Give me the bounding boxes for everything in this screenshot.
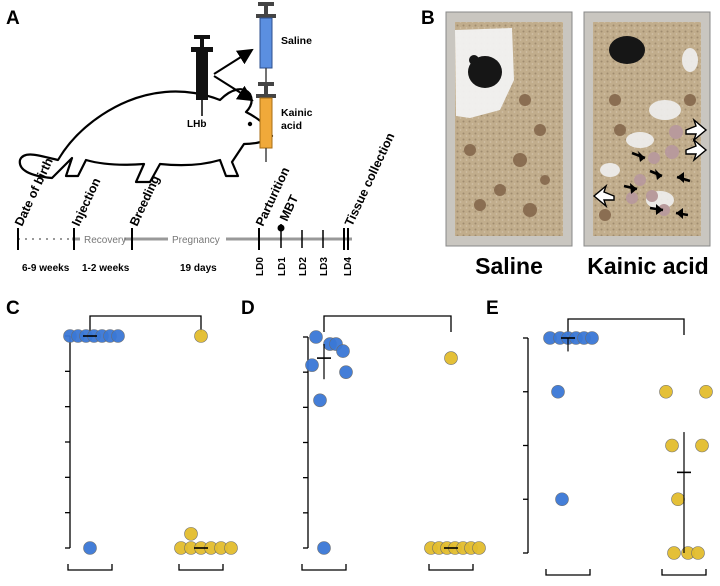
rat-illustration <box>18 88 274 184</box>
phase-recovery: Recovery <box>84 235 126 246</box>
data-point <box>313 393 327 408</box>
kainic-photo-caption: Kainic acid <box>587 253 708 279</box>
category-bracket <box>178 564 224 571</box>
data-point <box>667 546 681 560</box>
significance-bracket <box>323 315 452 332</box>
phase-pregnancy: Pregnancy <box>172 235 220 246</box>
chart-all-pups-gathered <box>63 315 238 571</box>
panel-letter-a: A <box>6 8 20 29</box>
kainic-acid-syringe-icon <box>256 82 276 162</box>
day-ld1: LD1 <box>277 257 288 276</box>
category-bracket <box>67 564 113 571</box>
duration-19-days: 19 days <box>180 263 217 274</box>
category-bracket <box>545 569 591 576</box>
data-point <box>224 541 238 555</box>
data-point <box>551 384 565 399</box>
duration-6-9-weeks: 6-9 weeks <box>22 263 70 274</box>
day-ld0: LD0 <box>255 257 266 276</box>
region-label: LHb <box>187 119 206 130</box>
experimental-timeline <box>17 224 352 250</box>
data-point <box>194 329 208 343</box>
panel-letter-b: B <box>421 8 435 29</box>
day-ld3: LD3 <box>319 257 330 276</box>
chart-arched-back-hovering <box>301 315 486 571</box>
data-point <box>111 329 125 343</box>
data-point <box>336 344 350 358</box>
category-bracket <box>301 564 347 571</box>
day-ld4: LD4 <box>343 257 354 276</box>
kainic-syringe-label-line1: Kainic <box>281 107 313 119</box>
data-point <box>671 492 685 507</box>
data-point <box>555 492 569 507</box>
data-point <box>184 527 198 541</box>
data-point <box>317 541 331 555</box>
data-point <box>585 331 599 345</box>
saline-syringe-label: Saline <box>281 35 312 47</box>
saline-cage-photo <box>445 11 573 247</box>
panel-letter-d: D <box>241 298 255 319</box>
event-tissue-collection: Tissue collection <box>342 131 397 229</box>
panel-letter-c: C <box>6 298 20 319</box>
data-point <box>691 546 705 560</box>
saline-syringe-icon <box>256 2 276 82</box>
panel-letter-e: E <box>486 298 499 319</box>
day-ld2: LD2 <box>298 257 309 276</box>
event-mbt: MBT <box>277 192 301 223</box>
data-point <box>665 438 679 453</box>
event-injection: Injection <box>69 176 103 229</box>
data-point <box>444 351 458 365</box>
kainic-syringe-label-line2: acid <box>281 120 302 132</box>
data-point <box>699 384 713 399</box>
significance-bracket <box>89 315 202 332</box>
significance-bracket <box>567 318 685 335</box>
duration-1-2-weeks: 1-2 weeks <box>82 263 130 274</box>
arrow-to-saline <box>213 48 254 75</box>
data-point <box>309 330 323 344</box>
injection-syringe-icon <box>191 35 213 116</box>
kainic-acid-cage-photo <box>583 11 711 247</box>
data-point <box>305 358 319 372</box>
data-point <box>659 384 673 399</box>
arrow-to-kainic <box>213 75 254 102</box>
category-bracket <box>428 564 474 571</box>
saline-photo-caption: Saline <box>475 253 543 279</box>
data-point <box>339 365 353 379</box>
category-bracket <box>661 569 707 576</box>
data-point <box>83 541 97 555</box>
data-point <box>695 438 709 453</box>
data-point <box>472 541 486 555</box>
chart-nest-score <box>523 318 713 576</box>
